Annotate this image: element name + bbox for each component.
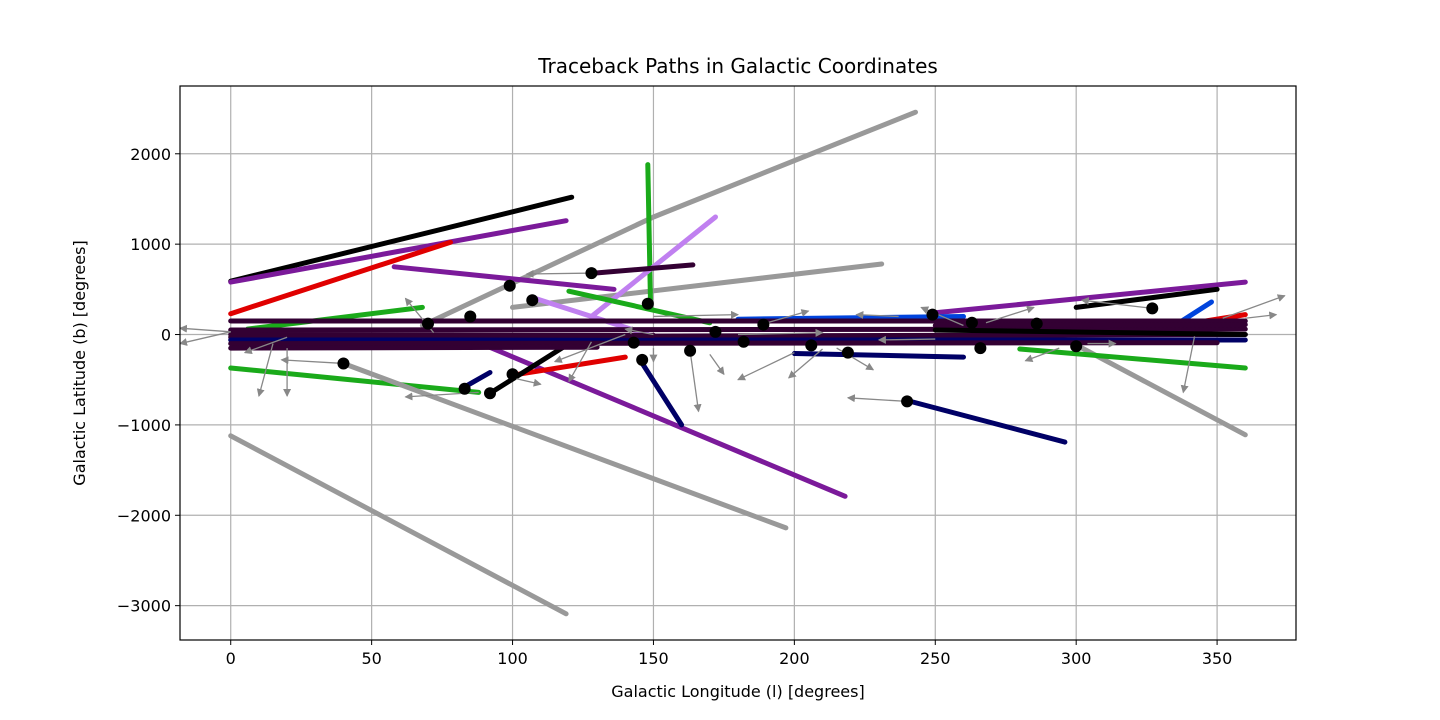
start-point-marker bbox=[709, 325, 722, 338]
velocity-arrow bbox=[855, 310, 899, 319]
y-tick-label: −2000 bbox=[117, 506, 171, 525]
velocity-arrow bbox=[737, 328, 824, 337]
x-tick-label: 50 bbox=[361, 649, 381, 668]
velocity-arrow bbox=[180, 331, 231, 346]
velocity-arrow bbox=[653, 310, 739, 319]
velocity-arrow bbox=[877, 335, 936, 344]
start-point-marker bbox=[585, 267, 598, 280]
x-tick-label: 0 bbox=[226, 649, 236, 668]
traceback-path bbox=[791, 351, 966, 360]
traceback-path bbox=[228, 365, 482, 395]
start-point-marker bbox=[757, 318, 770, 331]
velocity-arrow bbox=[1024, 347, 1060, 363]
traceback-path bbox=[591, 262, 696, 276]
y-tick-label: 0 bbox=[161, 326, 171, 345]
traceback-path bbox=[1073, 286, 1220, 310]
start-point-marker bbox=[627, 336, 640, 349]
velocity-arrow bbox=[709, 354, 725, 376]
start-points bbox=[337, 267, 1159, 408]
traceback-path bbox=[419, 109, 918, 328]
velocity-arrow bbox=[1180, 336, 1196, 394]
traceback-path bbox=[932, 322, 1248, 328]
velocity-arrow bbox=[846, 394, 908, 403]
start-point-marker bbox=[503, 279, 516, 292]
velocity-arrow bbox=[525, 269, 595, 278]
traceback-path bbox=[341, 361, 789, 531]
velocity-arrow bbox=[1245, 311, 1278, 320]
x-tick-label: 150 bbox=[638, 649, 669, 668]
traceback-path bbox=[510, 354, 628, 378]
velocity-arrow bbox=[243, 336, 288, 354]
x-tick-label: 350 bbox=[1202, 649, 1233, 668]
traceback-path bbox=[228, 433, 569, 617]
traceback-path bbox=[228, 218, 569, 285]
velocity-arrow bbox=[256, 343, 274, 397]
traceback-path bbox=[245, 304, 425, 332]
start-point-marker bbox=[901, 395, 914, 408]
velocity-arrow bbox=[553, 333, 626, 363]
start-point-marker bbox=[841, 346, 854, 359]
x-tick-label: 200 bbox=[779, 649, 810, 668]
velocity-arrow bbox=[180, 324, 231, 333]
traceback-path bbox=[645, 162, 654, 310]
x-tick-label: 100 bbox=[497, 649, 528, 668]
start-point-marker bbox=[484, 387, 496, 400]
plot-frame bbox=[179, 85, 1297, 641]
start-point-marker bbox=[464, 310, 477, 323]
traceback-path bbox=[636, 356, 685, 428]
start-point-marker bbox=[422, 317, 434, 330]
velocity-arrow bbox=[1222, 294, 1286, 319]
axis-ticks: 0 50 100 150 200 250 300 350 −3000 −2000 −1000 0 100… bbox=[117, 145, 1232, 668]
traceback-path bbox=[228, 344, 600, 351]
y-tick-label: −3000 bbox=[117, 597, 171, 616]
start-point-marker bbox=[458, 382, 471, 395]
traceback-path bbox=[904, 398, 1068, 445]
start-point-marker bbox=[974, 342, 987, 355]
x-tick-label: 300 bbox=[1061, 649, 1092, 668]
y-tick-label: −1000 bbox=[117, 416, 171, 435]
velocity-arrow bbox=[787, 348, 823, 379]
y-tick-label: 1000 bbox=[130, 235, 171, 254]
traceback-path bbox=[932, 327, 1248, 337]
velocity-arrow bbox=[689, 350, 702, 413]
start-point-marker bbox=[641, 297, 654, 310]
start-point-marker bbox=[737, 335, 750, 348]
traceback-path bbox=[487, 341, 572, 396]
start-point-marker bbox=[965, 316, 978, 329]
velocity-arrow bbox=[512, 377, 542, 387]
x-tick-label: 250 bbox=[920, 649, 951, 668]
traceback-path bbox=[228, 326, 1248, 333]
traceback-path bbox=[1017, 346, 1248, 371]
traceback-path bbox=[228, 332, 656, 338]
start-point-marker bbox=[526, 294, 539, 307]
velocity-arrow bbox=[1080, 297, 1153, 309]
traceback-path bbox=[932, 279, 1248, 316]
velocity-arrow bbox=[624, 326, 654, 336]
x-axis-label: Galactic Longitude (l) [degrees] bbox=[611, 682, 864, 701]
chart-title: Traceback Paths in Galactic Coordinates bbox=[537, 54, 938, 78]
start-point-marker bbox=[506, 368, 519, 381]
grid-lines bbox=[180, 86, 1296, 640]
start-point-marker bbox=[805, 339, 818, 352]
traceback-path bbox=[391, 264, 617, 292]
start-point-marker bbox=[926, 308, 939, 321]
y-tick-label: 2000 bbox=[130, 145, 171, 164]
start-point-marker bbox=[1030, 317, 1043, 330]
velocity-arrow bbox=[985, 305, 1035, 324]
traceback-path bbox=[228, 340, 1220, 347]
start-point-marker bbox=[337, 357, 350, 370]
start-point-marker bbox=[684, 344, 697, 357]
traceback-path bbox=[228, 239, 453, 317]
traceback-path bbox=[566, 288, 713, 326]
start-point-marker bbox=[636, 353, 649, 366]
traceback-path bbox=[228, 194, 575, 284]
start-point-marker bbox=[1070, 340, 1083, 353]
start-point-marker bbox=[1146, 302, 1159, 315]
y-axis-label: Galactic Latitude (b) [degrees] bbox=[70, 240, 89, 485]
velocity-arrow bbox=[737, 352, 795, 381]
velocity-arrow bbox=[280, 356, 344, 365]
traceback-path bbox=[510, 261, 885, 310]
